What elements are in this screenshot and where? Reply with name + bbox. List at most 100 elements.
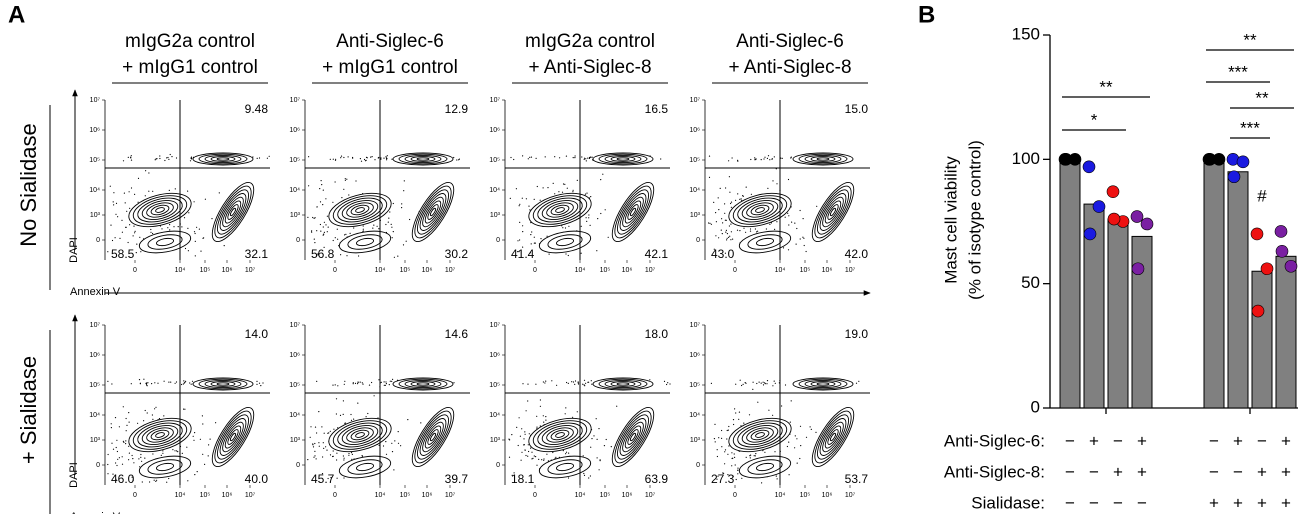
data-point xyxy=(1059,153,1073,166)
event-dot xyxy=(735,199,737,201)
event-dot xyxy=(323,231,325,233)
contour xyxy=(819,418,847,456)
event-dot xyxy=(709,222,711,224)
condition-label: Sialidase: xyxy=(971,493,1045,512)
event-dot xyxy=(739,198,741,200)
event-dot xyxy=(155,158,157,160)
event-dot xyxy=(200,250,202,252)
event-dot xyxy=(133,225,135,227)
event-dot xyxy=(667,382,669,384)
event-dot xyxy=(724,252,727,254)
event-dot xyxy=(663,380,666,382)
event-dot xyxy=(351,453,353,455)
y-tick-label: 150 xyxy=(1012,24,1040,43)
event-dot xyxy=(577,381,579,383)
x-tick-label: 10⁵ xyxy=(800,267,811,274)
contour xyxy=(216,382,230,386)
event-dot xyxy=(121,463,124,465)
event-dot xyxy=(790,157,792,159)
contour xyxy=(538,230,592,254)
event-dot xyxy=(535,383,537,385)
event-dot xyxy=(130,187,133,189)
event-dot xyxy=(107,453,109,456)
event-dot xyxy=(138,458,140,460)
event-dot xyxy=(332,158,334,160)
event-dot xyxy=(730,239,732,241)
event-dot xyxy=(144,409,146,412)
event-dot xyxy=(727,429,729,431)
contour xyxy=(555,207,565,213)
contour xyxy=(824,200,842,224)
x-tick-label: 0 xyxy=(133,492,137,499)
event-dot xyxy=(146,412,148,414)
contour xyxy=(355,462,375,472)
event-dot xyxy=(574,380,577,382)
event-dot xyxy=(541,459,543,461)
event-dot xyxy=(588,477,590,479)
contour xyxy=(737,422,783,448)
y-axis-label: DAPI xyxy=(68,237,80,263)
contour xyxy=(398,378,448,390)
contour xyxy=(429,207,437,217)
event-dot xyxy=(336,477,338,479)
event-dot xyxy=(764,156,766,158)
contour xyxy=(355,237,375,247)
event-dot xyxy=(522,225,524,227)
event-dot xyxy=(788,441,790,443)
quadrant-value: 43.0 xyxy=(711,247,735,261)
event-dot xyxy=(116,450,118,453)
event-dot xyxy=(564,227,567,229)
event-dot xyxy=(183,380,185,382)
condition-sign: − xyxy=(1089,462,1099,481)
event-dot xyxy=(136,243,138,245)
event-dot xyxy=(565,407,567,409)
event-dot xyxy=(141,481,143,483)
contour xyxy=(328,192,392,228)
contour xyxy=(755,462,775,472)
contour xyxy=(355,207,365,213)
contour xyxy=(592,377,654,391)
contour xyxy=(204,154,242,164)
event-dot xyxy=(567,254,569,257)
event-dot xyxy=(320,180,322,182)
event-dot xyxy=(574,383,576,385)
event-dot xyxy=(328,432,330,434)
event-dot xyxy=(728,176,731,178)
contour xyxy=(755,207,765,213)
event-dot xyxy=(318,445,320,447)
event-dot xyxy=(147,382,149,384)
contour xyxy=(817,414,849,460)
contour xyxy=(128,417,192,453)
y-tick-label: 10³ xyxy=(290,212,301,219)
event-dot xyxy=(739,379,741,381)
event-dot xyxy=(123,192,125,194)
event-dot xyxy=(345,233,347,235)
contour xyxy=(750,204,770,216)
event-dot xyxy=(322,442,324,444)
event-dot xyxy=(725,231,727,233)
event-dot xyxy=(735,478,737,481)
event-dot xyxy=(524,431,526,433)
event-dot xyxy=(137,422,139,424)
event-dot xyxy=(532,457,534,459)
event-dot xyxy=(170,381,172,383)
event-dot xyxy=(365,416,367,418)
event-dot xyxy=(307,459,309,461)
event-dot xyxy=(543,421,545,423)
event-dot xyxy=(314,442,316,445)
event-dot xyxy=(377,157,379,159)
event-dot xyxy=(156,479,158,481)
event-dot xyxy=(535,157,537,159)
event-dot xyxy=(335,158,337,160)
event-dot xyxy=(551,380,553,382)
contour xyxy=(427,429,439,445)
condition-sign: + xyxy=(1281,493,1291,512)
event-dot xyxy=(732,475,734,477)
contour xyxy=(227,204,239,220)
event-dot xyxy=(314,242,316,244)
event-dot xyxy=(316,380,318,382)
contour xyxy=(616,382,630,386)
event-dot xyxy=(730,202,732,205)
event-dot xyxy=(194,432,196,434)
event-dot xyxy=(589,475,592,477)
